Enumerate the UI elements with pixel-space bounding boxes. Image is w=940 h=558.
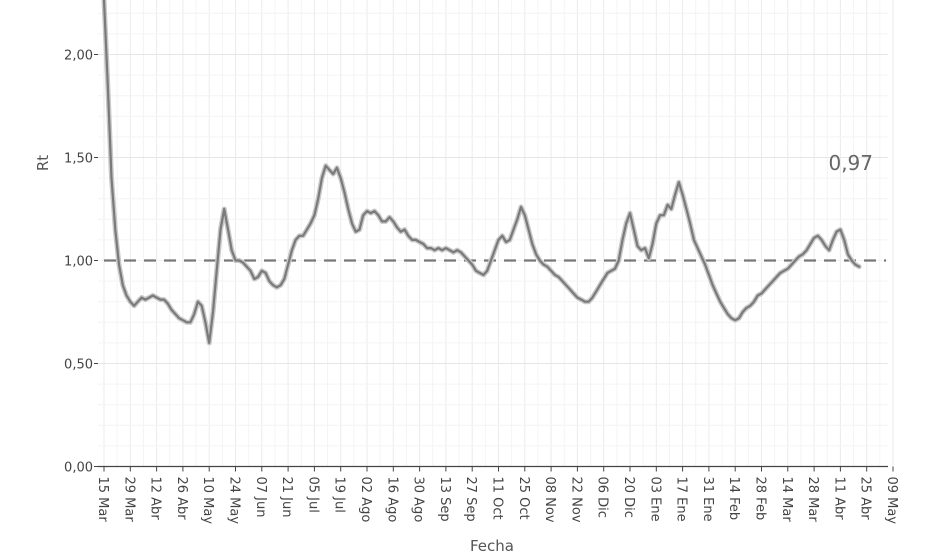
y-tick-labels: 0,00 0,50 1,00 1,50 2,00 bbox=[64, 49, 93, 476]
x-tick-label: 09 May bbox=[884, 477, 899, 525]
x-tick-label: 20 Dic bbox=[621, 477, 636, 518]
series-group bbox=[102, 0, 861, 344]
x-tick-label: 17 Ene bbox=[674, 477, 689, 522]
x-tick-label: 26 Abr bbox=[174, 477, 189, 521]
x-tick-label: 07 Jun bbox=[253, 477, 268, 518]
x-tick-label: 30 Ago bbox=[411, 477, 426, 523]
x-tick-label: 08 Nov bbox=[542, 477, 557, 523]
y-tick-label: 0,50 bbox=[64, 358, 93, 373]
y-tick-label: 2,00 bbox=[64, 49, 93, 64]
x-tick-label: 28 Mar bbox=[805, 477, 820, 523]
x-tick-label: 21 Jun bbox=[279, 477, 294, 518]
confidence-band-group bbox=[101, 0, 862, 346]
rt-series-line bbox=[102, 0, 861, 344]
y-tick-label: 0,00 bbox=[64, 461, 93, 476]
x-tick-label: 10 May bbox=[200, 477, 215, 525]
axes bbox=[94, 54, 894, 472]
x-tick-label: 29 Mar bbox=[121, 477, 136, 523]
x-tick-label: 24 May bbox=[227, 477, 242, 525]
y-tick-label: 1,00 bbox=[64, 255, 93, 270]
x-tick-label: 14 Mar bbox=[779, 477, 794, 523]
x-tick-label: 14 Feb bbox=[726, 477, 741, 521]
x-tick-label: 22 Nov bbox=[568, 477, 583, 523]
x-tick-label: 02 Ago bbox=[358, 477, 373, 523]
x-tick-label: 13 Sep bbox=[437, 477, 452, 522]
confidence-band bbox=[101, 0, 862, 346]
x-tick-label: 05 Jul bbox=[305, 477, 320, 513]
latest-value-annotation: 0,97 bbox=[828, 151, 873, 175]
x-tick-label: 19 Jul bbox=[332, 477, 347, 513]
x-tick-label: 15 Mar bbox=[95, 477, 110, 523]
x-tick-label: 25 Abr bbox=[858, 477, 873, 521]
x-axis-title: Fecha bbox=[470, 537, 514, 555]
grid bbox=[98, 0, 894, 467]
x-tick-label: 27 Sep bbox=[463, 477, 478, 522]
x-tick-label: 03 Ene bbox=[647, 477, 662, 522]
x-tick-label: 11 Oct bbox=[490, 477, 505, 520]
x-tick-label: 28 Feb bbox=[753, 477, 768, 521]
y-tick-label: 1,50 bbox=[64, 152, 93, 167]
x-tick-labels: 15 Mar 29 Mar 12 Abr 26 Abr 10 May 24 May 07 J… bbox=[95, 477, 899, 525]
x-tick-label: 25 Oct bbox=[516, 477, 531, 520]
x-tick-label: 31 Ene bbox=[700, 477, 715, 522]
x-tick-label: 16 Ago bbox=[384, 477, 399, 523]
x-tick-label: 06 Dic bbox=[595, 477, 610, 518]
y-axis-title: Rt bbox=[34, 155, 52, 171]
x-tick-label: 12 Abr bbox=[148, 477, 163, 521]
x-tick-label: 11 Abr bbox=[831, 477, 846, 521]
